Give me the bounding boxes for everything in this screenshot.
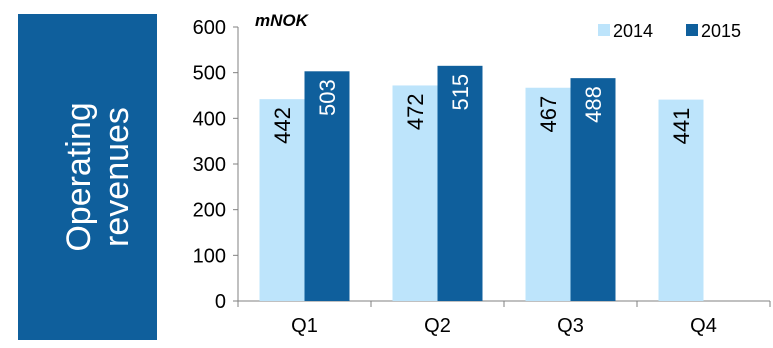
legend-label: 2014: [613, 21, 653, 41]
data-label: 503: [315, 79, 340, 116]
data-label: 472: [403, 93, 428, 130]
bars: [259, 65, 704, 302]
title-line-2: revenues: [98, 107, 136, 247]
y-tick-label: 400: [193, 108, 226, 130]
unit-label: mNOK: [255, 11, 310, 30]
title-panel: Operating revenues: [18, 14, 157, 340]
y-tick-label: 100: [193, 245, 226, 267]
y-tick-label: 0: [215, 291, 226, 313]
data-labels: 442 472 467 441 503 515 488: [270, 74, 694, 145]
y-tick-label: 200: [193, 200, 226, 222]
y-tick-label: 300: [193, 154, 226, 176]
bar-2014-Q1: [259, 99, 305, 301]
bar-2015-Q3: [570, 78, 616, 301]
bar-2015-Q2: [437, 65, 483, 301]
x-tick-label: Q4: [690, 315, 717, 337]
x-tick-label: Q1: [291, 315, 318, 337]
x-tick-label: Q2: [424, 315, 451, 337]
x-tick-label: Q3: [557, 315, 584, 337]
legend-swatch-2014: [598, 24, 610, 36]
bar-2014-Q4: [658, 99, 704, 301]
y-tick-label: 500: [193, 63, 226, 85]
legend: 2014 2015: [598, 21, 741, 41]
data-label: 442: [270, 107, 295, 144]
data-label: 467: [536, 96, 561, 133]
bar-2014-Q3: [525, 87, 571, 301]
legend-swatch-2015: [686, 24, 698, 36]
y-tick-label: 600: [193, 17, 226, 39]
data-label: 515: [448, 74, 473, 111]
bar-2015-Q1: [304, 71, 350, 302]
legend-label: 2015: [701, 21, 741, 41]
data-label: 441: [669, 108, 694, 145]
data-label: 488: [581, 86, 606, 123]
title-text: Operating revenues: [18, 14, 157, 340]
bar-2014-Q2: [392, 85, 438, 301]
title-line-1: Operating: [60, 102, 98, 251]
